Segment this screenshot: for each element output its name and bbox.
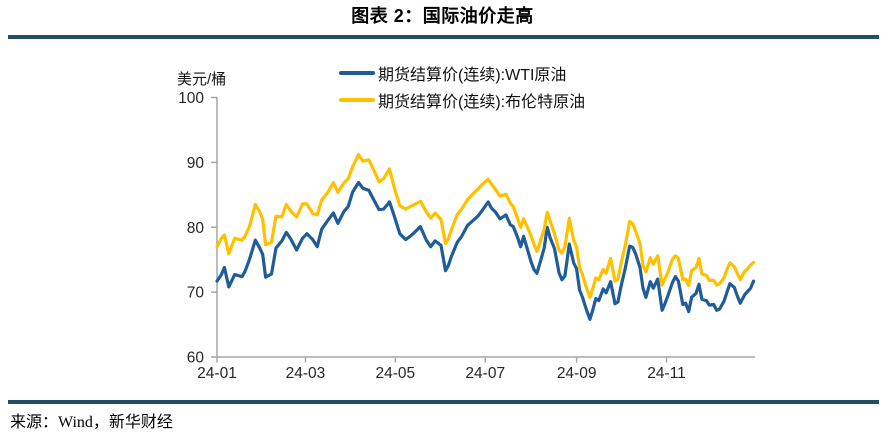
y-tick-label: 60 — [187, 350, 205, 367]
wti-price-line — [215, 180, 756, 321]
y-tick-label: 90 — [187, 155, 205, 172]
legend-label-brent: 期货结算价(连续):布伦特原油 — [378, 93, 586, 111]
x-tick-label: 24-03 — [286, 365, 326, 382]
x-tick-label: 24-01 — [197, 365, 237, 382]
chart-title: 图表 2：国际油价走高 — [351, 6, 534, 26]
legend-item-wti: 期货结算价(连续):WTI原油 — [339, 59, 585, 86]
chart-legend: 期货结算价(连续):WTI原油 期货结算价(连续):布伦特原油 — [339, 59, 585, 113]
top-divider — [8, 35, 879, 39]
bottom-divider — [8, 400, 879, 404]
oil-price-line-chart: 60 70 80 90 100 24-01 24-03 24-05 24-07 24-09 24-1… — [178, 90, 756, 382]
y-tick-label: 100 — [178, 90, 204, 107]
x-tick-label: 24-11 — [647, 365, 686, 382]
y-tick-label: 80 — [187, 220, 205, 237]
source-note: 来源：Wind，新华财经 — [10, 414, 173, 431]
x-tick-label: 24-05 — [376, 365, 416, 382]
brent-line-swatch — [339, 97, 375, 102]
x-tick-label: 24-09 — [557, 365, 597, 382]
x-tick-label: 24-07 — [465, 365, 505, 382]
y-tick-label: 70 — [187, 285, 205, 302]
y-axis-unit-label: 美元/桶 — [177, 71, 227, 88]
wti-line-swatch — [339, 70, 375, 75]
legend-item-brent: 期货结算价(连续):布伦特原油 — [339, 86, 585, 113]
brent-price-line — [215, 153, 756, 299]
legend-label-wti: 期货结算价(连续):WTI原油 — [378, 66, 567, 84]
